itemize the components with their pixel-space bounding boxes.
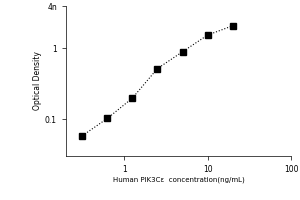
Y-axis label: Optical Density: Optical Density bbox=[33, 52, 42, 110]
X-axis label: Human PIK3Cε  concentration(ng/mL): Human PIK3Cε concentration(ng/mL) bbox=[112, 177, 244, 183]
